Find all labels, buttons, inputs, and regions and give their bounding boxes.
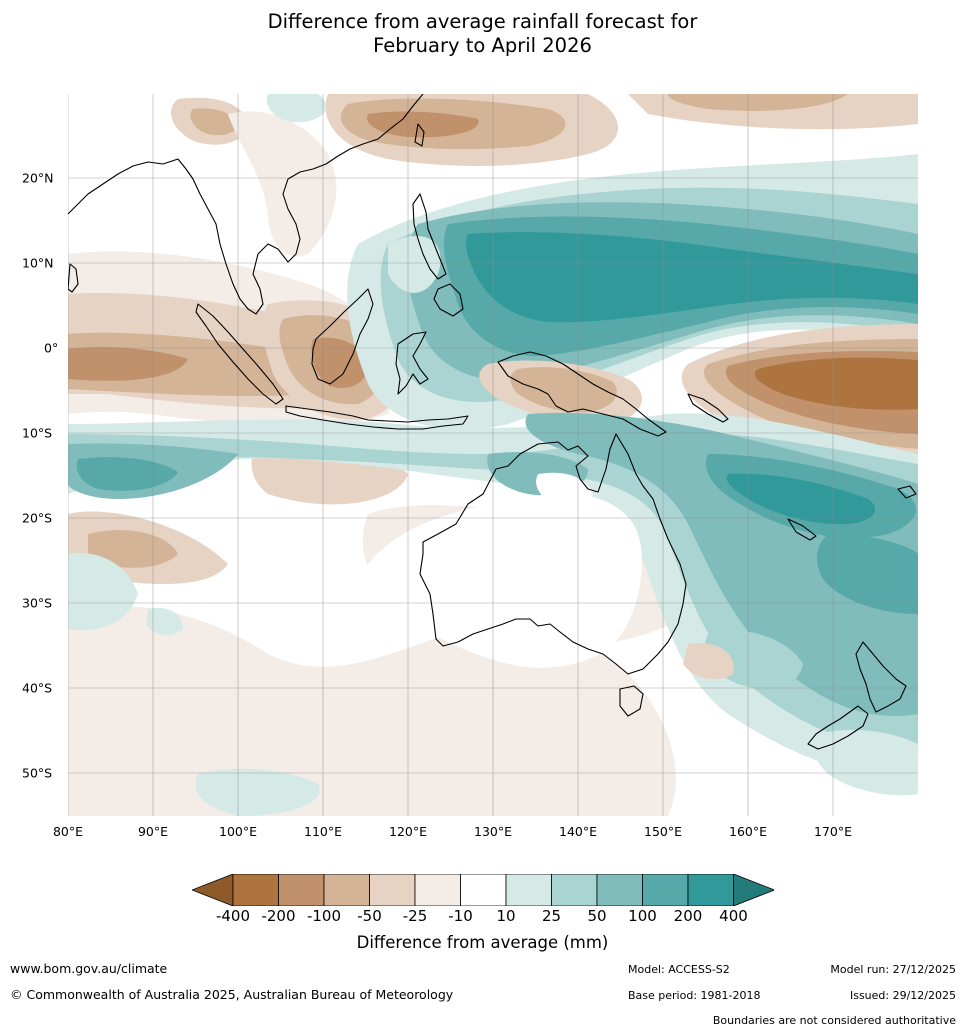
colorbar-tick-label: -200 <box>261 907 296 925</box>
lon-label: 110°E <box>303 824 343 839</box>
website-link[interactable]: www.bom.gov.au/climate <box>10 961 168 976</box>
java-coastline <box>285 405 469 430</box>
colorbar <box>192 874 774 906</box>
copyright-text: © Commonwealth of Australia 2025, Austra… <box>10 987 454 1002</box>
colorbar-swatch <box>323 874 370 906</box>
model-text: Model: ACCESS-S2 <box>628 963 730 976</box>
lat-label: 50°S <box>22 765 53 781</box>
colorbar-tick-label: -100 <box>306 907 342 925</box>
sulawesi-coastline <box>395 331 429 395</box>
graticule <box>68 94 918 816</box>
tasmania-coastline <box>619 685 644 717</box>
lat-label: 20°S <box>22 510 53 526</box>
colorbar-swatch <box>414 874 461 906</box>
lat-label: 20°N <box>22 170 54 186</box>
asia-coastline <box>68 94 424 315</box>
lon-label: 170°E <box>813 824 853 839</box>
new-zealand-south-coastline <box>807 705 869 750</box>
borneo-coastline <box>311 288 374 385</box>
issued-text: Issued: 29/12/2025 <box>849 989 956 1002</box>
lon-label: 160°E <box>728 824 768 839</box>
colorbar-swatch <box>460 874 507 906</box>
colorbar-tick-label: 100 <box>628 907 657 925</box>
title-line-2: February to April 2026 <box>373 34 592 57</box>
new-caledonia-coastline <box>787 518 817 541</box>
colorbar-swatch <box>505 874 552 906</box>
philippines-coastline <box>412 193 447 280</box>
lon-label: 90°E <box>137 824 169 839</box>
mindanao-coastline <box>433 283 464 317</box>
new-guinea-coastline <box>497 351 667 437</box>
colorbar-tick-label: -400 <box>215 907 251 925</box>
coastlines <box>68 94 917 750</box>
lon-label: 80°E <box>52 824 84 839</box>
lon-label: 140°E <box>558 824 598 839</box>
colorbar-swatch-extend-high <box>733 874 774 906</box>
colorbar-swatch-extend-low <box>192 874 234 906</box>
rainfall-anomaly-fields <box>68 94 918 816</box>
taiwan-coastline <box>414 123 425 147</box>
lat-label: 0° <box>44 340 59 356</box>
lat-label: 40°S <box>22 680 53 696</box>
colorbar-tick-label: 200 <box>673 907 703 925</box>
colorbar-swatch <box>596 874 643 906</box>
rainfall-map <box>68 94 918 816</box>
fiji-coastline <box>897 485 917 499</box>
base-period-text: Base period: 1981-2018 <box>628 989 761 1002</box>
sri-lanka-coastline <box>68 263 79 293</box>
title-line-1: Difference from average rainfall forecas… <box>267 10 698 33</box>
colorbar-swatch <box>232 874 279 906</box>
new-zealand-north-coastline <box>855 641 907 713</box>
colorbar-swatch <box>687 874 734 906</box>
australia-coastline <box>419 433 687 675</box>
colorbar-tick-label: -50 <box>357 907 382 925</box>
lon-label: 120°E <box>388 824 428 839</box>
colorbar-tick-label: 10 <box>496 907 516 925</box>
disclaimer-text: Boundaries are not considered authoritat… <box>712 1014 956 1027</box>
colorbar-tick-label: 50 <box>587 907 607 925</box>
solomon-islands-coastline <box>687 393 729 423</box>
model-run-text: Model run: 27/12/2025 <box>830 963 956 976</box>
colorbar-tick-label: -10 <box>448 907 473 925</box>
lat-label: 10°N <box>22 255 54 271</box>
colorbar-swatch <box>642 874 689 906</box>
colorbar-swatch <box>551 874 598 906</box>
colorbar-tick-label: 25 <box>541 907 562 925</box>
lon-label: 130°E <box>473 824 513 839</box>
colorbar-swatch <box>369 874 416 906</box>
lon-label: 100°E <box>218 824 258 839</box>
lat-label: 10°S <box>22 425 53 441</box>
colorbar-swatch <box>278 874 325 906</box>
lat-label: 30°S <box>22 595 53 611</box>
sumatra-coastline <box>195 303 284 405</box>
lon-label: 150°E <box>643 824 683 839</box>
chart-title: Difference from average rainfall forecas… <box>0 10 965 58</box>
colorbar-tick-label: -25 <box>402 907 428 925</box>
colorbar-tick-label: 400 <box>719 907 748 925</box>
colorbar-title: Difference from average (mm) <box>356 933 609 952</box>
